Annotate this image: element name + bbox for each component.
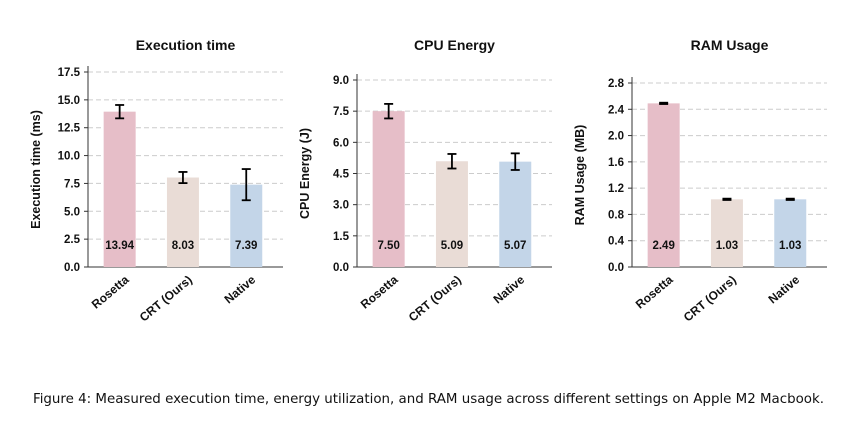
figure-caption: Figure 4: Measured execution time, energ…: [32, 392, 825, 407]
x-tick-label: Rosetta: [89, 272, 132, 311]
x-tick-label: Native: [766, 272, 803, 306]
y-tick-label: 2.8: [608, 78, 625, 90]
y-tick-label: 7.5: [64, 178, 81, 190]
y-tick-label: 3.0: [333, 200, 349, 212]
y-axis-label: Execution time (ms): [29, 110, 43, 229]
y-tick-label: 10.0: [58, 151, 80, 163]
y-tick-label: 0.4: [608, 236, 625, 248]
chart-title: RAM Usage: [691, 37, 769, 53]
data-label: 1.03: [716, 240, 738, 252]
x-tick-label: Rosetta: [633, 272, 676, 311]
x-tick-label: Native: [222, 272, 259, 306]
y-tick-label: 2.0: [608, 131, 624, 143]
data-label: 13.94: [105, 240, 134, 252]
y-tick-label: 1.2: [608, 183, 624, 195]
y-tick-label: 2.5: [64, 234, 81, 246]
bar-1: [103, 111, 136, 267]
y-tick-label: 0.0: [333, 262, 349, 274]
bar-3: [774, 199, 807, 267]
data-label: 5.09: [441, 240, 463, 252]
y-tick-label: 0.0: [608, 262, 624, 274]
y-tick-label: 0.8: [608, 209, 625, 221]
x-tick-label: CRT (Ours): [681, 273, 739, 325]
y-tick-label: 15.0: [58, 95, 80, 107]
chart-1: Execution time 0.0 2.5 5.0 7.5 10.0 12.5 15.0 17…: [29, 37, 283, 324]
data-label: 8.03: [172, 240, 194, 252]
charts-figure: Execution time 0.0 2.5 5.0 7.5 10.0 12.5 15.0 17…: [29, 37, 827, 324]
bar-1: [372, 111, 405, 268]
bar-2: [710, 199, 743, 267]
bar-2: [166, 177, 199, 267]
data-label: 7.39: [235, 240, 257, 252]
data-label: 7.50: [377, 240, 399, 252]
y-tick-label: 2.4: [608, 104, 625, 116]
y-tick-label: 6.0: [333, 137, 349, 149]
chart-title: CPU Energy: [414, 37, 495, 53]
y-tick-label: 5.0: [64, 206, 80, 218]
y-tick-label: 17.5: [58, 67, 81, 79]
chart-3: RAM Usage 0.0 0.4 0.8 1.2 1.6 2.0 2.4 2.8 RAM Usa…: [573, 37, 827, 324]
y-axis-label: RAM Usage (MB): [573, 125, 587, 226]
y-tick-label: 1.5: [333, 231, 350, 243]
y-tick-label: 9.0: [333, 75, 349, 87]
data-label: 2.49: [652, 240, 674, 252]
x-tick-label: Rosetta: [358, 272, 401, 311]
y-tick-label: 0.0: [64, 262, 80, 274]
bar-3: [499, 161, 532, 267]
chart-2: CPU Energy 0.0 1.5 3.0 4.5 6.0 7.5 9.0 CPU Energ…: [298, 37, 552, 324]
data-label: 5.07: [504, 240, 526, 252]
chart-title: Execution time: [136, 37, 236, 53]
x-tick-label: Native: [491, 272, 528, 306]
x-tick-label: CRT (Ours): [406, 273, 464, 325]
bar-1: [647, 103, 680, 267]
bar-2: [435, 161, 468, 267]
y-tick-label: 4.5: [333, 169, 350, 181]
y-tick-label: 7.5: [333, 106, 350, 118]
y-tick-label: 12.5: [58, 123, 81, 135]
y-tick-label: 1.6: [608, 157, 624, 169]
x-tick-label: CRT (Ours): [137, 273, 195, 325]
data-label: 1.03: [779, 240, 801, 252]
y-axis-label: CPU Energy (J): [298, 128, 312, 219]
